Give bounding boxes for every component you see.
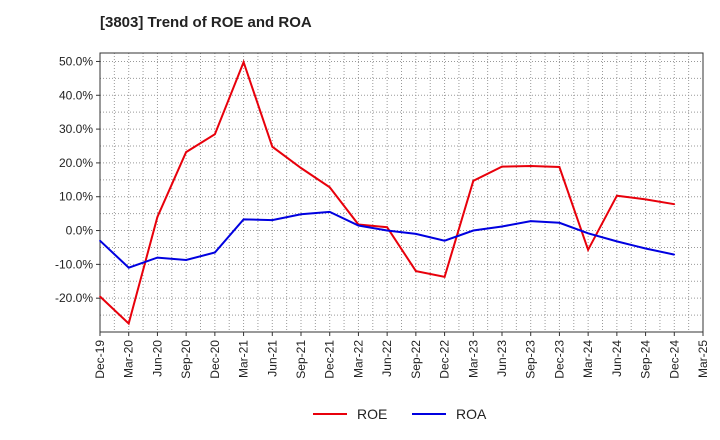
legend-label-roa: ROA xyxy=(456,406,487,422)
data-point-roe xyxy=(501,165,503,168)
x-tick-label: Jun-24 xyxy=(610,340,624,377)
data-point-roe xyxy=(443,276,446,278)
data-point-roa xyxy=(99,239,101,242)
data-point-roe xyxy=(328,186,331,189)
x-tick-label: Mar-25 xyxy=(696,340,710,378)
data-point-roa xyxy=(185,259,187,261)
data-point-roa xyxy=(386,229,388,232)
data-point-roa xyxy=(529,220,532,222)
data-point-roe xyxy=(616,194,618,197)
data-point-roe xyxy=(644,198,647,201)
data-point-roa xyxy=(587,232,589,235)
data-point-roe xyxy=(300,167,302,169)
x-tick-label: Jun-20 xyxy=(150,340,164,377)
x-tick-label: Sep-21 xyxy=(294,340,308,379)
data-point-roa xyxy=(156,256,159,259)
x-tick-label: Dec-23 xyxy=(552,340,566,379)
data-point-roe xyxy=(673,203,676,205)
data-point-roa xyxy=(214,251,216,254)
data-point-roa xyxy=(558,221,561,224)
data-point-roa xyxy=(644,247,647,250)
y-tick-label: 40.0% xyxy=(59,88,93,102)
data-point-roe xyxy=(529,165,532,167)
data-point-roe xyxy=(415,270,417,272)
y-tick-label: 20.0% xyxy=(59,156,93,170)
data-point-roa xyxy=(616,240,618,243)
data-point-roa xyxy=(501,225,503,228)
x-tick-label: Jun-23 xyxy=(495,340,509,377)
data-point-roe xyxy=(185,151,187,153)
data-point-roe xyxy=(472,180,475,182)
legend-label-roe: ROE xyxy=(357,406,387,422)
data-point-roa xyxy=(673,253,676,256)
x-tick-label: Mar-21 xyxy=(237,340,251,378)
x-tick-label: Dec-19 xyxy=(93,340,107,379)
data-point-roe xyxy=(127,322,130,325)
data-point-roa xyxy=(472,229,475,232)
x-tick-label: Sep-22 xyxy=(409,340,423,379)
x-tick-label: Mar-23 xyxy=(466,340,480,378)
data-point-roa xyxy=(300,213,302,216)
x-tick-label: Sep-20 xyxy=(179,340,193,379)
x-tick-label: Mar-24 xyxy=(581,340,595,378)
x-tick-label: Sep-24 xyxy=(639,340,653,379)
chart-title: [3803] Trend of ROE and ROA xyxy=(100,14,312,31)
x-tick-label: Dec-20 xyxy=(208,340,222,379)
data-point-roe xyxy=(214,133,216,135)
data-point-roa xyxy=(357,224,360,227)
x-tick-label: Sep-23 xyxy=(524,340,538,379)
x-tick-label: Dec-21 xyxy=(323,340,337,379)
data-point-roa xyxy=(328,211,331,213)
data-point-roa xyxy=(127,266,130,269)
data-point-roa xyxy=(415,233,417,235)
x-tick-label: Jun-22 xyxy=(380,340,394,377)
data-point-roa xyxy=(242,218,245,221)
data-point-roe xyxy=(99,295,101,298)
y-tick-label: 50.0% xyxy=(59,54,93,68)
data-point-roe xyxy=(587,249,589,251)
x-tick-label: Jun-21 xyxy=(265,340,279,377)
data-point-roe xyxy=(271,145,274,148)
y-tick-label: 30.0% xyxy=(59,122,93,136)
x-tick-label: Mar-22 xyxy=(351,340,365,378)
data-point-roa xyxy=(443,239,446,242)
y-tick-label: 10.0% xyxy=(59,190,93,204)
y-tick-label: 0.0% xyxy=(66,224,94,238)
x-tick-label: Mar-20 xyxy=(122,340,136,378)
data-point-roe xyxy=(156,216,159,218)
y-tick-label: -10.0% xyxy=(55,257,93,271)
y-tick-label: -20.0% xyxy=(55,291,93,305)
x-tick-label: Dec-24 xyxy=(667,340,681,379)
data-point-roe xyxy=(386,226,388,228)
data-point-roa xyxy=(271,219,274,221)
data-point-roe xyxy=(242,61,245,63)
plot-frame xyxy=(99,52,704,333)
data-point-roe xyxy=(558,166,561,168)
x-tick-label: Dec-22 xyxy=(438,340,452,379)
